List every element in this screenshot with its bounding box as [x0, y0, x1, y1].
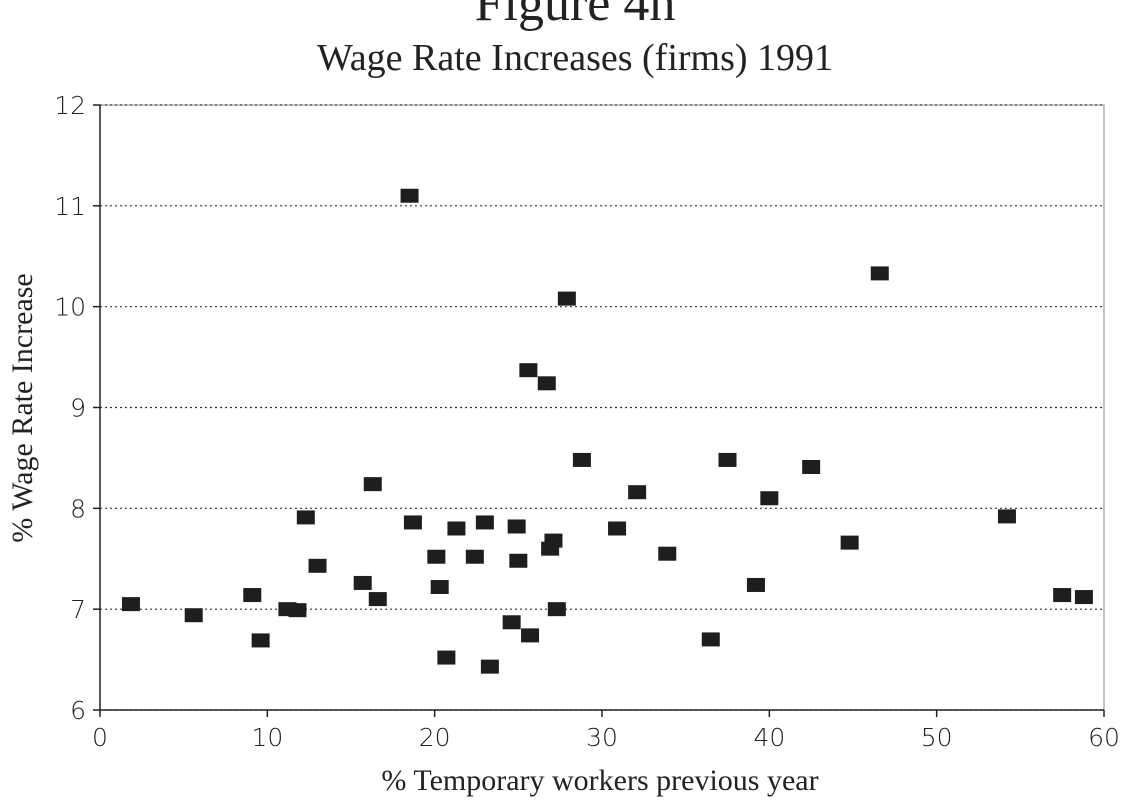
x-tick-label: 20: [419, 723, 451, 752]
point: [997, 509, 1016, 524]
point: [184, 608, 203, 623]
point: [870, 266, 889, 281]
y-tick-label: 9: [70, 394, 86, 423]
point: [447, 521, 466, 536]
x-tick-label: 30: [586, 723, 618, 752]
point: [465, 549, 484, 564]
point: [537, 376, 556, 391]
point: [1074, 590, 1093, 605]
point: [544, 533, 563, 548]
point: [572, 452, 591, 467]
point: [502, 615, 521, 630]
point: [802, 459, 821, 474]
point: [746, 577, 765, 592]
point: [608, 521, 627, 536]
point: [628, 485, 647, 500]
point: [243, 588, 262, 603]
point: [288, 603, 307, 618]
point: [296, 510, 315, 525]
point: [427, 549, 446, 564]
y-tick-label: 11: [54, 192, 86, 221]
x-axis-label: % Temporary workers previous year: [381, 764, 818, 797]
x-tick-label: 0: [92, 723, 108, 752]
point: [718, 452, 737, 467]
point: [557, 291, 576, 306]
x-tick-label: 40: [753, 723, 785, 752]
point: [480, 659, 499, 674]
y-tick-label: 10: [54, 293, 86, 322]
point: [475, 515, 494, 530]
point: [760, 491, 779, 506]
point: [1053, 588, 1072, 603]
y-tick-label: 12: [54, 91, 86, 120]
point: [701, 632, 720, 647]
chart-title: Figure 4h: [475, 0, 676, 32]
x-tick-label: 50: [921, 723, 953, 752]
point: [121, 597, 140, 612]
y-axis-label: % Wage Rate Increase: [6, 273, 39, 542]
point: [403, 515, 422, 530]
chart-subtitle: Wage Rate Increases (firms) 1991: [317, 37, 833, 79]
x-tick-label: 10: [251, 723, 283, 752]
point: [509, 553, 528, 568]
y-tick-label: 6: [70, 696, 86, 725]
point: [547, 602, 566, 617]
y-tick-label: 8: [70, 494, 86, 523]
point: [519, 363, 538, 378]
point: [507, 519, 526, 534]
point: [368, 592, 387, 607]
y-tick-label: 7: [70, 595, 86, 624]
point: [658, 546, 677, 561]
point: [521, 628, 540, 643]
point: [353, 575, 372, 590]
point: [363, 477, 382, 492]
point: [437, 650, 456, 665]
point: [400, 188, 419, 203]
point: [430, 579, 449, 594]
point: [251, 633, 270, 648]
x-tick-label: 60: [1088, 723, 1120, 752]
point: [840, 535, 859, 550]
point: [308, 558, 327, 573]
